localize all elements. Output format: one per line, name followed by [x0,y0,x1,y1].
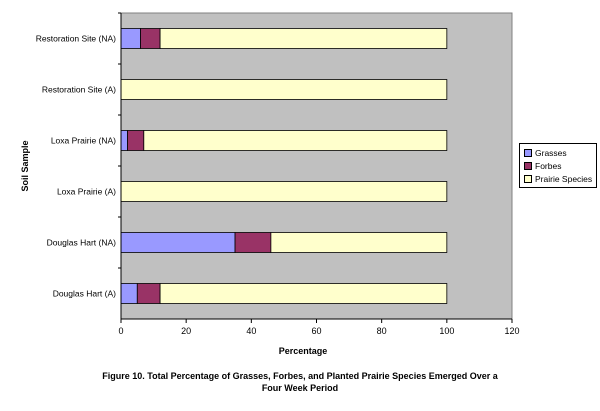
bar-douglas-hart-a-grasses [120,283,138,304]
legend-label-grasses: Grasses [535,147,567,158]
legend-item-forbes: Forbes [524,159,596,172]
x-tick-label-120: 120 [504,326,519,336]
x-tick-label-0: 0 [118,326,123,336]
x-tick-label-20: 20 [181,326,191,336]
legend-label-prairie-species: Prairie Species [535,173,593,184]
legend-item-prairie-species: Prairie Species [524,172,596,185]
x-tick-label-40: 40 [246,326,256,336]
caption-line-2: Four Week Period [261,383,339,393]
caption-line-1: Figure 10. Total Percentage of Grasses, … [102,371,498,381]
x-tick-label-60: 60 [311,326,321,336]
plot-area [120,12,513,320]
category-label-restoration-site-na: Restoration Site (NA) [36,34,116,44]
bar-restoration-site-na-prairie-species [159,28,448,49]
bar-loxa-prairie-na-grasses [120,130,128,151]
x-tick-labels: 0 20 40 60 80 100 120 [118,319,520,336]
bar-loxa-prairie-na-forbes [127,130,145,151]
legend-swatch-prairie-species [524,174,532,183]
y-axis-label: Soil Sample [20,140,30,191]
bar-restoration-site-na-grasses [120,28,141,49]
category-label-loxa-prairie-a: Loxa Prairie (A) [57,187,116,197]
bar-loxa-prairie-a-prairie-species [120,181,448,202]
x-tick-label-80: 80 [377,326,387,336]
category-label-restoration-site-a: Restoration Site (A) [42,85,116,95]
category-labels: Restoration Site (NA) Restoration Site (A… [36,12,121,299]
category-label-loxa-prairie-na: Loxa Prairie (NA) [51,136,116,146]
legend-swatch-forbes [524,161,532,170]
legend-item-grasses: Grasses [524,146,596,159]
bar-douglas-hart-a-prairie-species [159,283,448,304]
legend: Grasses Forbes Prairie Species [519,143,597,188]
bar-restoration-site-na-forbes [140,28,161,49]
bar-loxa-prairie-na-prairie-species [143,130,448,151]
category-label-douglas-hart-a: Douglas Hart (A) [53,289,116,299]
bar-douglas-hart-a-forbes [136,283,161,304]
x-axis-label: Percentage [279,346,328,356]
bar-douglas-hart-na-forbes [234,232,272,253]
legend-swatch-grasses [524,148,532,157]
bar-restoration-site-a-prairie-species [120,79,448,100]
x-tick-label-100: 100 [439,326,454,336]
category-label-douglas-hart-na: Douglas Hart (NA) [47,238,117,248]
bar-group [120,28,448,304]
figure-caption: Figure 10. Total Percentage of Grasses, … [40,370,560,394]
bar-douglas-hart-na-grasses [120,232,236,253]
legend-label-forbes: Forbes [535,160,562,171]
bar-douglas-hart-na-prairie-species [270,232,448,253]
